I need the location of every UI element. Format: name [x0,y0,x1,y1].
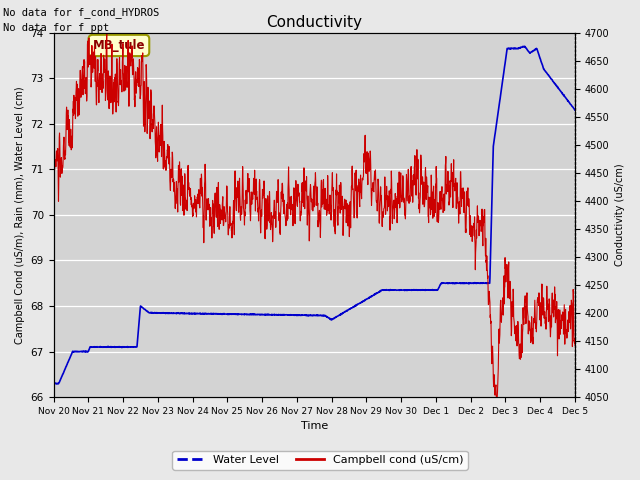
Text: No data for f_ppt: No data for f_ppt [3,22,109,33]
Text: MB_tule: MB_tule [93,39,145,52]
Title: Conductivity: Conductivity [266,15,362,30]
Legend: Water Level, Campbell cond (uS/cm): Water Level, Campbell cond (uS/cm) [172,451,468,469]
X-axis label: Time: Time [301,421,328,432]
Y-axis label: Campbell Cond (uS/m), Rain (mm), Water Level (cm): Campbell Cond (uS/m), Rain (mm), Water L… [15,86,25,344]
Y-axis label: Conductivity (uS/cm): Conductivity (uS/cm) [615,164,625,266]
Text: No data for f_cond_HYDROS: No data for f_cond_HYDROS [3,7,159,18]
